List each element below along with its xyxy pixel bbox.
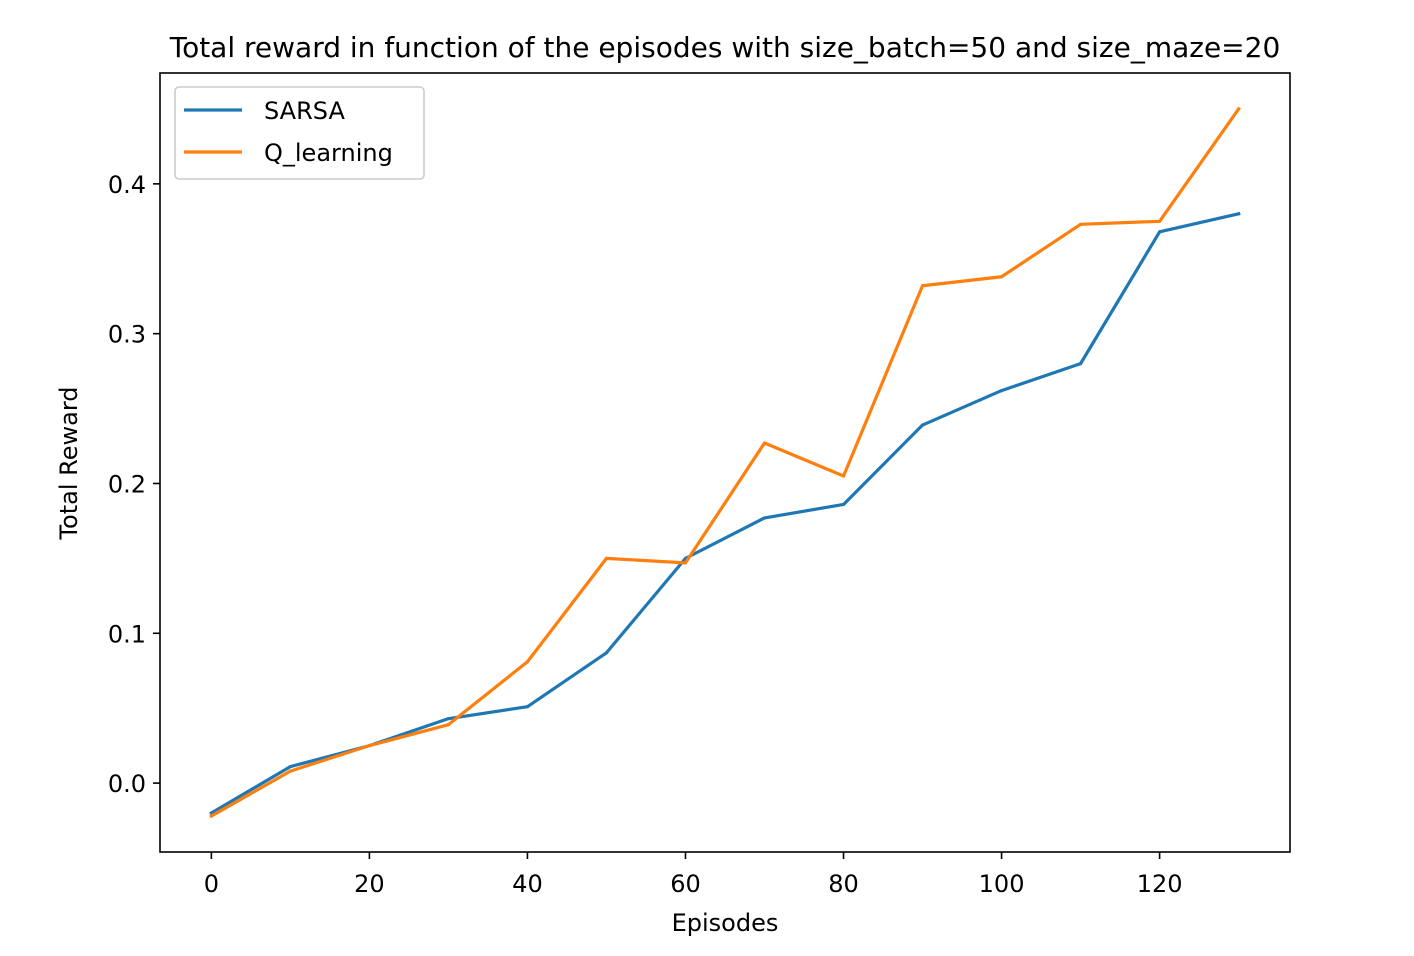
x-tick-label: 60 bbox=[670, 870, 701, 898]
chart-title: Total reward in function of the episodes… bbox=[169, 31, 1281, 64]
y-tick-label: 0.4 bbox=[108, 171, 146, 199]
series-q-learning bbox=[209, 106, 1241, 819]
x-tick-label: 20 bbox=[354, 870, 385, 898]
series-line-q-learning bbox=[209, 106, 1241, 819]
x-tick-label: 0 bbox=[204, 870, 219, 898]
data-point-q-learning-70 bbox=[762, 441, 767, 445]
data-point-q-learning-120 bbox=[1158, 219, 1162, 223]
data-point-sarsa-130 bbox=[1237, 212, 1241, 216]
data-point-q-learning-100 bbox=[999, 275, 1004, 279]
x-axis-label: Episodes bbox=[672, 909, 779, 937]
data-point-sarsa-50 bbox=[604, 651, 609, 655]
y-axis-ticks: 0.0 0.1 0.2 0.3 0.4 bbox=[108, 171, 160, 798]
data-point-q-learning-0 bbox=[209, 814, 213, 818]
data-point-q-learning-10 bbox=[288, 769, 292, 773]
data-point-sarsa-30 bbox=[446, 717, 451, 721]
data-point-q-learning-80 bbox=[841, 474, 846, 478]
y-tick-label: 0.0 bbox=[108, 770, 146, 798]
legend-item-q-learning: Q_learning bbox=[184, 139, 393, 167]
data-point-sarsa-70 bbox=[762, 516, 767, 520]
data-point-sarsa-100 bbox=[999, 388, 1004, 393]
legend: SARSA Q_learning bbox=[174, 86, 425, 180]
data-point-q-learning-50 bbox=[604, 556, 609, 560]
data-point-sarsa-10 bbox=[288, 765, 292, 769]
data-point-q-learning-130 bbox=[1237, 107, 1241, 111]
legend-label: Q_learning bbox=[264, 139, 393, 167]
data-point-q-learning-60 bbox=[683, 561, 688, 565]
legend-item-sarsa: SARSA bbox=[184, 97, 345, 125]
legend-label: SARSA bbox=[264, 97, 345, 125]
data-point-sarsa-40 bbox=[525, 705, 530, 709]
data-point-sarsa-120 bbox=[1158, 230, 1162, 234]
x-axis-ticks: 0 20 40 60 80 100 120 bbox=[204, 852, 1183, 898]
x-tick-label: 80 bbox=[828, 870, 859, 898]
y-tick-label: 0.1 bbox=[108, 620, 146, 648]
data-point-sarsa-90 bbox=[920, 423, 925, 427]
series-layer bbox=[209, 106, 1241, 819]
data-point-q-learning-30 bbox=[446, 723, 451, 727]
data-point-q-learning-90 bbox=[920, 284, 925, 288]
y-axis-label: Total Reward bbox=[55, 386, 83, 540]
y-tick-label: 0.2 bbox=[108, 470, 146, 498]
data-point-sarsa-80 bbox=[841, 502, 846, 507]
data-point-sarsa-110 bbox=[1078, 362, 1083, 366]
x-tick-label: 120 bbox=[1137, 870, 1183, 898]
x-tick-label: 100 bbox=[979, 870, 1025, 898]
plot-frame bbox=[159, 72, 1291, 853]
y-tick-label: 0.3 bbox=[108, 321, 146, 349]
data-point-q-learning-110 bbox=[1078, 222, 1083, 226]
data-point-q-learning-20 bbox=[367, 744, 372, 748]
data-point-q-learning-40 bbox=[525, 660, 530, 664]
x-tick-label: 40 bbox=[512, 870, 543, 898]
